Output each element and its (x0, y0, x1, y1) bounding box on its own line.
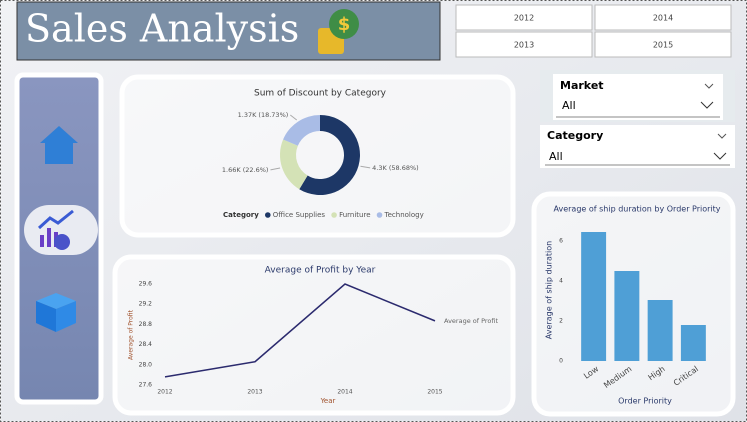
line-series (164, 283, 436, 378)
home-button[interactable] (40, 126, 78, 164)
market-slicer[interactable]: Market All (540, 70, 735, 122)
slicer-label: Category (547, 129, 603, 142)
data-label: 4.3K (58.68%) (372, 164, 419, 172)
year-button[interactable]: 2015 (594, 31, 732, 58)
chart-title: Average of ship duration by Order Priori… (553, 205, 720, 214)
category-slicer[interactable]: Category All (540, 125, 735, 168)
button-label: 2014 (653, 14, 673, 23)
y-tick-label: 28.8 (139, 321, 153, 328)
year-button[interactable]: 2012 (455, 4, 593, 31)
year-button[interactable]: 2014 (594, 4, 732, 31)
slicer-value: All (549, 150, 563, 163)
donut-card (119, 74, 516, 238)
y-tick-label: 29.2 (139, 301, 153, 308)
y-axis-label: Average of Profit (128, 309, 135, 360)
legend-swatch (376, 212, 383, 218)
legend-label: Office Supplies (273, 211, 326, 219)
data-label: 1.37K (18.73%) (238, 111, 289, 119)
chart-title: Average of Profit by Year (265, 266, 376, 276)
y-tick-label: 27.6 (139, 381, 153, 388)
donut-slice (283, 115, 320, 146)
legend-title: Category (223, 211, 259, 219)
x-tick-label: 2012 (157, 389, 172, 396)
data-label: 1.66K (22.6%) (222, 166, 269, 174)
year-buttons: 2012 2014 2013 2015 (455, 4, 732, 58)
button-box (594, 31, 732, 58)
button-label: 2013 (514, 41, 534, 50)
x-tick-label: 2014 (337, 389, 352, 396)
legend-swatch (331, 212, 337, 218)
x-axis-label: Order Priority (618, 397, 672, 406)
legend-swatch (264, 212, 271, 218)
y-tick-label: 2 (559, 318, 563, 325)
y-tick-label: 28.0 (139, 361, 153, 368)
series-label: Average of Profit (444, 317, 498, 325)
x-axis-label: Year (320, 397, 336, 405)
leader-line (289, 114, 298, 121)
donut-slice (280, 139, 308, 190)
svg-text:$: $ (338, 14, 351, 35)
button-label: 2012 (514, 14, 534, 23)
y-tick-label: 29.6 (139, 281, 153, 288)
x-tick-label: 2013 (247, 389, 262, 396)
sales-button[interactable] (24, 205, 98, 255)
year-button[interactable]: 2013 (455, 31, 593, 58)
button-box (455, 31, 593, 58)
button-box (455, 4, 593, 31)
donut-slice (299, 115, 360, 195)
y-tick-label: 28.4 (139, 341, 153, 348)
button-label: 2015 (653, 41, 673, 50)
money-icon: $ (318, 9, 359, 54)
bar (647, 300, 673, 361)
slicer-value: All (562, 99, 576, 112)
y-tick-label: 0 (559, 358, 563, 365)
x-tick-label: 2015 (427, 389, 442, 396)
slicer-label: Market (560, 79, 604, 92)
product-button[interactable] (36, 293, 76, 332)
header-title: Sales Analysis (25, 7, 299, 51)
legend-label: Technology (384, 211, 424, 219)
chart-title: Sum of Discount by Category (254, 89, 387, 99)
bar (680, 325, 706, 361)
button-box (594, 4, 732, 31)
y-tick-label: 6 (559, 238, 563, 245)
line-card (112, 254, 516, 416)
bar (614, 271, 640, 361)
legend-label: Furniture (339, 211, 370, 219)
bar (581, 232, 607, 361)
y-axis-label: Average of ship duration (545, 241, 554, 339)
header-banner (16, 1, 441, 61)
leader-line (270, 167, 281, 171)
y-tick-label: 4 (559, 278, 563, 285)
leader-line (360, 165, 371, 169)
